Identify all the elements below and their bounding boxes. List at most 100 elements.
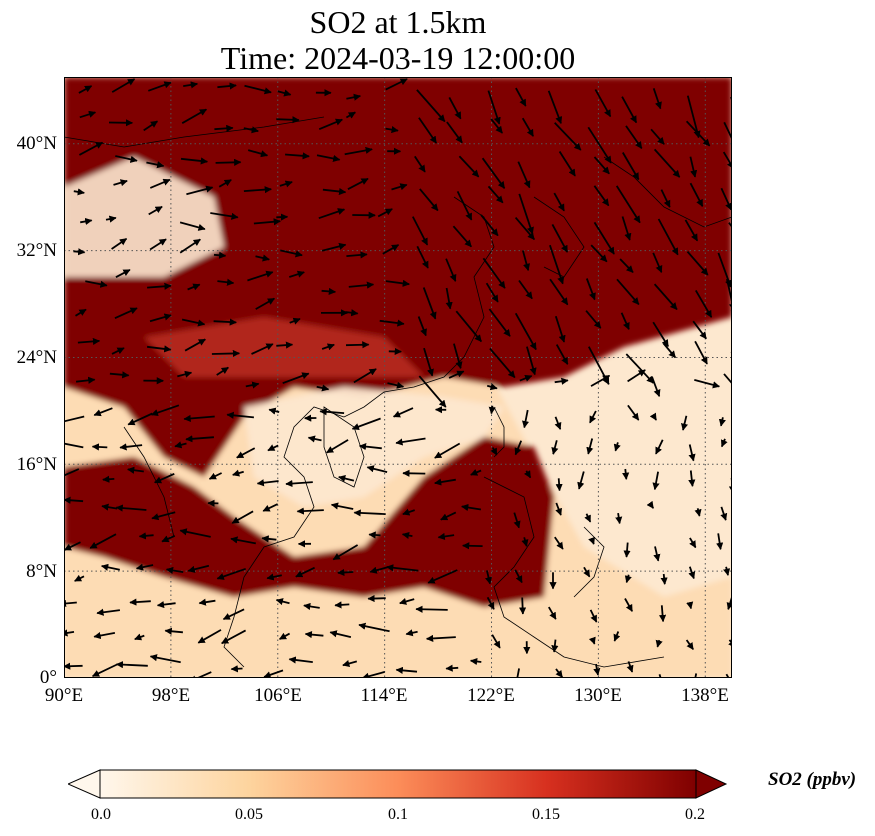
wind-vector-arrow	[622, 468, 630, 480]
wind-vector-arrow	[414, 155, 426, 173]
wind-vector-arrow	[551, 223, 569, 253]
wind-vector-arrow	[127, 412, 153, 426]
wind-vector-arrow	[64, 442, 84, 449]
wind-vector-arrow	[419, 188, 439, 212]
wind-vector-arrow	[445, 287, 453, 310]
wind-vector-arrow	[351, 417, 381, 431]
wind-vector-arrow	[361, 671, 385, 678]
wind-vector-arrow	[411, 216, 429, 246]
wind-vector-arrow	[111, 78, 136, 93]
wind-vector-arrow	[662, 342, 677, 359]
wind-vector-arrow	[651, 376, 661, 397]
wind-vector-arrow	[243, 126, 259, 134]
wind-vector-arrow	[78, 85, 93, 94]
wind-vector-arrow	[615, 512, 623, 525]
wind-vector-arrow	[366, 465, 388, 473]
wind-vector-arrow	[268, 407, 280, 415]
wind-vector-arrow	[127, 466, 144, 474]
wind-vector-arrow	[213, 318, 237, 326]
wind-vector-arrow	[334, 601, 350, 609]
wind-vector-arrow	[720, 438, 728, 448]
wind-vector-arrow	[695, 289, 713, 318]
wind-vector-arrow	[694, 508, 702, 517]
wind-vector-arrow	[147, 282, 172, 290]
wind-vector-arrow	[244, 84, 272, 95]
wind-vector-arrow	[77, 337, 101, 345]
wind-vector-arrow	[461, 503, 482, 512]
wind-vector-arrow	[425, 634, 456, 643]
wind-vector-arrow	[134, 633, 145, 641]
wind-vector-arrow	[658, 605, 667, 623]
wind-vector-arrow	[689, 156, 698, 178]
lon-tick-98e: 98°E	[151, 685, 191, 706]
wind-vector-arrow	[586, 438, 594, 455]
wind-vector-arrow	[187, 283, 201, 291]
wind-vector-arrow	[686, 251, 709, 276]
wind-vector-arrow	[114, 307, 138, 320]
lat-tick-32n: 32°N	[16, 240, 57, 261]
wind-vector-arrow	[358, 622, 390, 633]
wind-vector-arrow	[226, 411, 254, 419]
map-title: SO2 at 1.5km	[309, 4, 487, 40]
wind-vector-arrow	[653, 546, 661, 562]
lat-tick-24n: 24°N	[16, 347, 57, 368]
wind-vector-arrow	[555, 344, 569, 365]
wind-vector-arrow	[74, 574, 85, 582]
wind-vector-arrow	[279, 180, 293, 188]
wind-vector-arrow	[210, 212, 239, 220]
wind-vector-arrow	[143, 120, 158, 132]
wind-vector-arrow	[149, 178, 171, 189]
wind-vector-arrow	[75, 376, 96, 384]
wind-vector-arrow	[585, 310, 602, 329]
wind-vector-arrow	[338, 475, 355, 483]
wind-vector-arrow	[101, 503, 118, 511]
wind-vector-arrow	[554, 315, 566, 343]
wind-vector-arrow	[296, 507, 324, 515]
wind-vector-arrow	[594, 89, 612, 118]
wind-vector-arrow	[720, 506, 728, 521]
wind-vector-arrow	[345, 341, 370, 349]
wind-vector-arrow	[514, 312, 537, 351]
wind-vector-arrow	[401, 531, 413, 540]
wind-vector-arrow	[316, 384, 330, 392]
wind-vector-arrow	[64, 496, 84, 504]
wind-vector-arrow	[452, 225, 472, 248]
wind-vector-arrow	[161, 534, 176, 543]
lon-tick-138e: 138°E	[681, 685, 729, 706]
wind-vector-arrow	[652, 321, 669, 348]
wind-vector-arrow	[613, 631, 621, 642]
wind-vectors	[64, 78, 732, 678]
wind-vector-arrow	[415, 605, 448, 613]
wind-vector-arrow	[515, 87, 527, 107]
wind-vector-arrow	[622, 152, 640, 181]
wind-vector-arrow	[584, 513, 592, 523]
wind-vector-arrow	[627, 369, 646, 383]
wind-vector-arrow	[275, 598, 290, 606]
wind-vector-arrow	[304, 631, 324, 639]
wind-vector-arrow	[521, 117, 534, 137]
wind-vector-arrow	[276, 341, 294, 349]
wind-vector-arrow	[555, 502, 562, 516]
wind-vector-arrow	[342, 660, 358, 667]
wind-vector-arrow	[216, 366, 229, 376]
wind-vector-arrow	[482, 257, 506, 289]
wind-vector-arrow	[321, 343, 335, 351]
wind-vector-arrow	[115, 155, 138, 163]
wind-vector-arrow	[723, 373, 732, 385]
wind-vector-arrow	[276, 116, 300, 124]
wind-vector-arrow	[174, 441, 187, 449]
wind-vector-arrow	[358, 443, 382, 451]
wind-vector-arrow	[216, 567, 246, 580]
wind-vector-arrow	[64, 662, 83, 670]
wind-vector-arrow	[655, 639, 663, 648]
wind-vector-arrow	[593, 185, 610, 207]
wind-vector-arrow	[652, 88, 662, 110]
wind-vector-arrow	[236, 447, 256, 459]
wind-vector-arrow	[217, 82, 237, 90]
wind-vector-arrow	[554, 536, 564, 550]
wind-vector-arrow	[513, 512, 521, 529]
wind-vector-arrow	[519, 597, 527, 615]
wind-vector-arrow	[263, 669, 284, 678]
wind-vector-arrow	[138, 532, 154, 540]
wind-vector-arrow	[321, 287, 337, 295]
